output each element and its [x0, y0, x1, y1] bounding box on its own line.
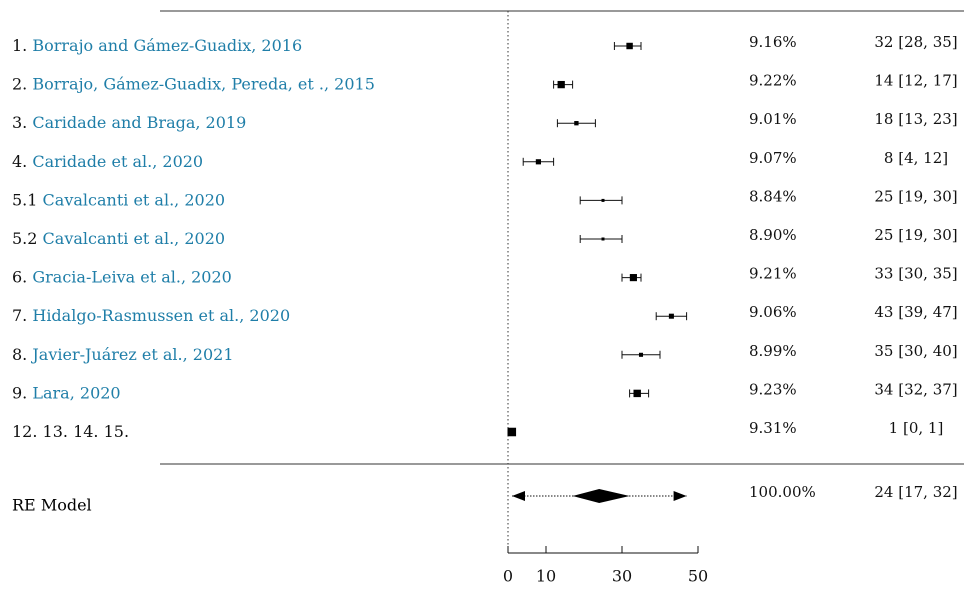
study-weight: 8.84% [749, 187, 797, 205]
study-row: 12. 13. 14. 15. 9.31% 1 [0, 1] [12, 419, 943, 441]
study-label: 8. Javier-Juárez et al., 2021 [12, 344, 234, 363]
point-estimate [557, 80, 565, 89]
study-name: Borrajo, Gámez-Guadix, Pereda, et ., 201… [32, 74, 375, 93]
study-name: Cavalcanti et al., 2020 [43, 190, 226, 209]
study-number: 5.1 [12, 190, 43, 209]
study-label: 1. Borrajo and Gámez-Guadix, 2016 [12, 36, 302, 55]
point-estimate [638, 352, 644, 357]
study-number: 7. [12, 306, 32, 325]
study-weight: 9.06% [749, 303, 797, 321]
axis-tick-label: 50 [688, 567, 708, 586]
study-estimate-ci: 43 [39, 47] [874, 303, 957, 321]
study-number: 1. [12, 36, 32, 55]
study-row: 3. Caridade and Braga, 2019 9.01% 18 [13, … [12, 110, 958, 132]
point-estimate [626, 42, 633, 50]
study-row: 4. Caridade et al., 2020 9.07% 8 [4, 12] [12, 149, 948, 171]
study-name: Caridade and Braga, 2019 [32, 113, 246, 132]
study-row: 9. Lara, 2020 9.23% 34 [32, 37] [12, 380, 958, 402]
study-estimate-ci: 35 [30, 40] [874, 342, 957, 360]
study-name: Hidalgo-Rasmussen et al., 2020 [32, 306, 290, 325]
study-label: 6. Gracia-Leiva et al., 2020 [12, 267, 232, 286]
study-row: 5.1 Cavalcanti et al., 2020 8.84% 25 [19, … [12, 187, 958, 209]
summary-weight: 100.00% [749, 483, 816, 501]
study-weight: 8.90% [749, 226, 797, 244]
study-rows: 1. Borrajo and Gámez-Guadix, 2016 9.16% 32… [12, 33, 958, 441]
axis-tick-label: 0 [503, 567, 513, 586]
point-estimate [633, 389, 641, 398]
study-number: 3. [12, 113, 32, 132]
study-row: 6. Gracia-Leiva et al., 2020 9.21% 33 [30,… [12, 265, 958, 287]
point-estimate [668, 313, 674, 319]
summary-row: RE Model 100.00% 24 [17, 32] [12, 483, 958, 515]
study-number: 8. [12, 344, 32, 363]
study-number: 5.2 [12, 229, 43, 248]
study-name: Borrajo and Gámez-Guadix, 2016 [32, 36, 302, 55]
study-label: 7. Hidalgo-Rasmussen et al., 2020 [12, 306, 290, 325]
axis-tick-label: 10 [536, 567, 556, 586]
point-estimate [507, 427, 517, 437]
study-estimate-ci: 32 [28, 35] [874, 33, 957, 51]
study-weight: 9.01% [749, 110, 797, 128]
study-estimate-ci: 8 [4, 12] [884, 149, 948, 167]
study-weight: 9.21% [749, 265, 797, 283]
study-estimate-ci: 1 [0, 1] [889, 419, 944, 437]
point-estimate [535, 159, 541, 165]
study-row: 7. Hidalgo-Rasmussen et al., 2020 9.06% 43… [12, 303, 958, 325]
study-estimate-ci: 25 [19, 30] [874, 226, 957, 244]
point-estimate [601, 237, 605, 241]
study-label: 9. Lara, 2020 [12, 383, 121, 402]
study-name: Gracia-Leiva et al., 2020 [32, 267, 231, 286]
study-label: 12. 13. 14. 15. [12, 422, 129, 441]
study-name: Javier-Juárez et al., 2021 [30, 344, 233, 363]
study-name: Cavalcanti et al., 2020 [43, 229, 226, 248]
study-number: 12. 13. 14. 15. [12, 422, 129, 441]
study-estimate-ci: 34 [32, 37] [874, 380, 957, 398]
summary-diamond [572, 489, 630, 503]
prediction-arrow-left [512, 491, 525, 501]
prediction-arrow-right [673, 491, 687, 501]
study-estimate-ci: 25 [19, 30] [874, 187, 957, 205]
study-name: Caridade et al., 2020 [32, 151, 203, 170]
axis-tick-label: 30 [612, 567, 632, 586]
study-weight: 9.16% [749, 33, 797, 51]
study-number: 9. [12, 383, 32, 402]
study-weight: 9.07% [749, 149, 797, 167]
summary-label: RE Model [12, 496, 92, 515]
study-name: Lara, 2020 [32, 383, 120, 402]
study-label: 3. Caridade and Braga, 2019 [12, 113, 246, 132]
study-row: 8. Javier-Juárez et al., 2021 8.99% 35 [30… [12, 342, 958, 364]
study-label: 2. Borrajo, Gámez-Guadix, Pereda, et ., … [12, 74, 375, 93]
point-estimate [574, 121, 579, 126]
study-estimate-ci: 33 [30, 35] [874, 265, 957, 283]
study-label: 5.2 Cavalcanti et al., 2020 [12, 229, 225, 248]
x-axis: 0 10 30 50 [503, 546, 708, 586]
study-weight: 9.31% [749, 419, 797, 437]
study-estimate-ci: 14 [12, 17] [874, 72, 957, 90]
study-row: 2. Borrajo, Gámez-Guadix, Pereda, et ., … [12, 72, 958, 94]
study-weight: 8.99% [749, 342, 797, 360]
study-row: 5.2 Cavalcanti et al., 2020 8.90% 25 [19, … [12, 226, 958, 248]
study-row: 1. Borrajo and Gámez-Guadix, 2016 9.16% 32… [12, 33, 958, 55]
study-number: 4. [12, 151, 32, 170]
study-number: 2. [12, 74, 32, 93]
study-estimate-ci: 18 [13, 23] [874, 110, 957, 128]
study-number: 6. [12, 267, 32, 286]
point-estimate [601, 198, 605, 202]
point-estimate [629, 274, 637, 282]
study-label: 4. Caridade et al., 2020 [12, 151, 203, 170]
study-label: 5.1 Cavalcanti et al., 2020 [12, 190, 225, 209]
summary-estimate-ci: 24 [17, 32] [874, 483, 957, 501]
study-weight: 9.22% [749, 72, 797, 90]
study-weight: 9.23% [749, 380, 797, 398]
